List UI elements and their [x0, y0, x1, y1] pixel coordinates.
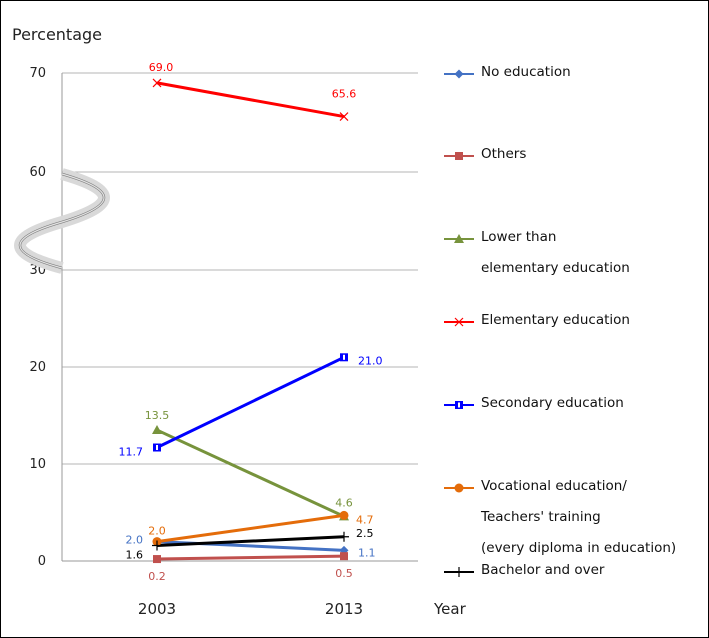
data-label: 11.7	[119, 446, 144, 459]
data-label: 2.0	[126, 534, 144, 547]
marker-inner	[156, 445, 158, 451]
legend-item: Lower than elementary education	[444, 229, 630, 276]
y-tick-label: 0	[38, 554, 46, 569]
y-tick-label: 20	[29, 360, 46, 375]
legend-item: Secondary education	[444, 395, 624, 411]
legend-item: Others	[444, 146, 526, 162]
data-label: 2.0	[148, 525, 166, 538]
data-point	[339, 531, 349, 542]
legend-label: Vocational education/	[481, 478, 627, 494]
y-axis-title: Percentage	[12, 25, 102, 44]
data-point	[152, 78, 162, 88]
data-point	[339, 510, 349, 520]
legend-label: No education	[481, 64, 571, 80]
legend-label: Teachers' training	[480, 509, 601, 525]
marker-inner	[343, 354, 345, 360]
data-label: 4.7	[356, 513, 374, 526]
legend-label: Lower than	[481, 229, 556, 245]
series-line	[156, 428, 345, 518]
data-label: 21.0	[358, 354, 383, 367]
data-point	[153, 443, 161, 452]
marker-shape	[152, 78, 162, 88]
x-tick-label: 2003	[138, 600, 176, 618]
data-label: 1.6	[126, 548, 144, 561]
legend-label: (every diploma in education)	[481, 540, 676, 556]
legend-item: Bachelor and over	[444, 562, 605, 578]
legend-label: elementary education	[481, 260, 630, 276]
legend-marker	[455, 401, 463, 409]
marker-shape	[454, 317, 464, 327]
series-line	[156, 81, 345, 119]
legend-label: Secondary education	[481, 395, 624, 411]
series-line	[156, 355, 345, 449]
y-tick-label: 70	[29, 66, 46, 81]
data-label: 2.5	[356, 527, 374, 540]
legend-marker	[455, 152, 463, 160]
marker-shape	[454, 69, 464, 79]
data-label: 1.1	[358, 546, 376, 559]
data-label: 0.2	[148, 570, 166, 583]
legend-label: Bachelor and over	[481, 562, 605, 578]
legend-marker	[454, 69, 464, 79]
legend-marker	[454, 567, 464, 577]
y-tick-label: 60	[29, 165, 46, 180]
data-point	[340, 353, 348, 362]
data-label: 65.6	[332, 88, 357, 101]
series-line	[156, 535, 345, 547]
marker-shape	[152, 425, 162, 435]
legend-marker	[454, 234, 464, 243]
legend-item: No education	[444, 64, 571, 80]
legend-label: Others	[481, 146, 526, 162]
data-label: 4.6	[335, 496, 353, 509]
data-label: 69.0	[149, 61, 174, 74]
data-point	[152, 540, 162, 551]
marker-inner	[458, 402, 460, 408]
legend-marker	[454, 483, 464, 493]
x-axis-title: Year	[433, 600, 467, 618]
legend-item: Elementary education	[444, 312, 630, 328]
marker-shape	[454, 234, 464, 243]
marker-shape	[340, 552, 348, 561]
marker-shape	[153, 555, 161, 564]
axis-break-highlight	[19, 173, 105, 269]
marker-shape	[454, 483, 464, 493]
legend-marker	[454, 317, 464, 327]
data-label: 0.5	[335, 567, 353, 580]
marker-shape	[454, 567, 464, 577]
x-tick-label: 2013	[325, 600, 363, 618]
legend-label: Elementary education	[481, 312, 630, 328]
data-point	[153, 555, 161, 564]
data-label: 13.5	[145, 409, 170, 422]
data-point	[152, 425, 162, 435]
marker-shape	[339, 112, 349, 121]
y-tick-label: 10	[29, 457, 46, 472]
series-line	[156, 554, 345, 561]
marker-shape	[152, 540, 162, 551]
marker-shape	[339, 510, 349, 520]
marker-shape	[339, 531, 349, 542]
data-point	[339, 112, 349, 121]
series-line	[156, 513, 345, 544]
marker-shape	[455, 152, 463, 160]
legend-item: Vocational education/Teachers' training (…	[444, 478, 676, 556]
data-point	[340, 552, 348, 561]
